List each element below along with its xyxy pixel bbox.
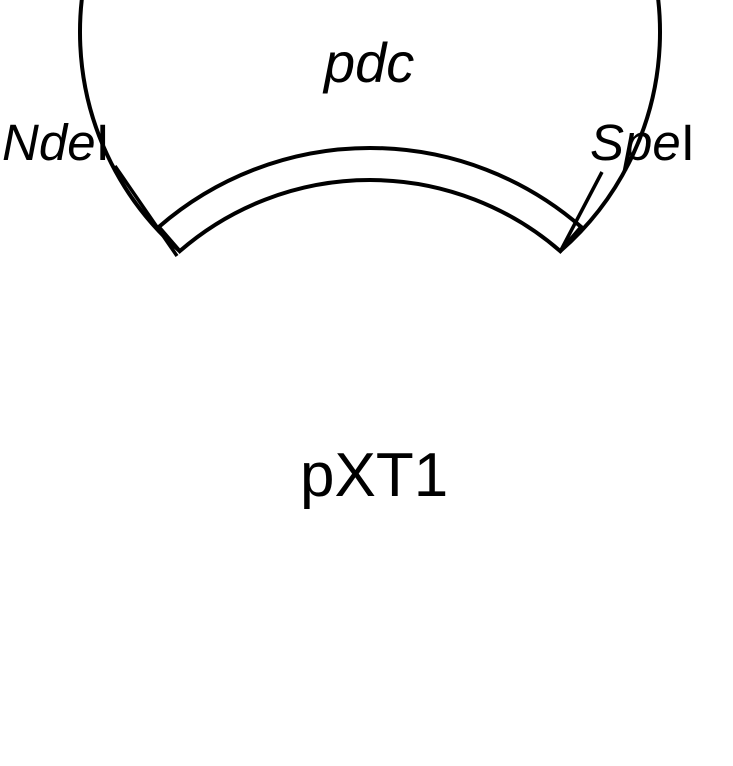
restriction-tick-left <box>115 166 177 256</box>
insert-label: pdc <box>324 30 414 95</box>
restriction-site-left-label: NdeI <box>2 113 110 172</box>
plasmid-map: pXT1 pdc NdeI SpeI <box>0 0 733 766</box>
restriction-site-right-label: SpeI <box>590 113 695 172</box>
plasmid-insert-arc <box>159 148 582 251</box>
plasmid-name-label: pXT1 <box>300 440 448 511</box>
